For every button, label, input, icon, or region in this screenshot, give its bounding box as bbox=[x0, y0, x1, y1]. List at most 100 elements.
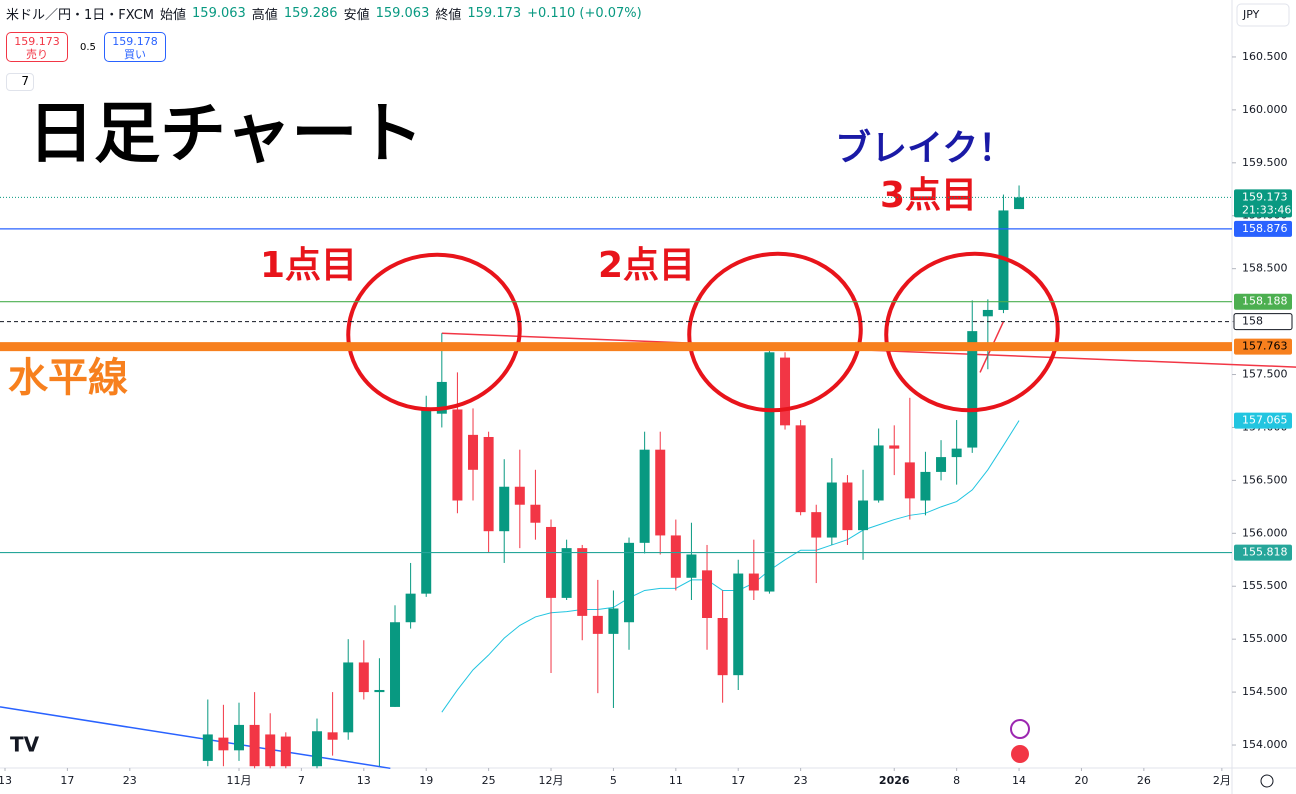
candle-body bbox=[920, 471, 931, 501]
annotation: 水平線 bbox=[8, 355, 128, 401]
x-tick-label: 2026 bbox=[879, 774, 910, 787]
candle-body bbox=[608, 608, 619, 634]
countdown: 21:33:46 bbox=[1242, 203, 1291, 216]
x-tick-label: 17 bbox=[60, 774, 74, 787]
price-label: 158.876 bbox=[1242, 222, 1288, 235]
candle-body bbox=[780, 357, 791, 426]
value: 159.173 bbox=[467, 6, 522, 21]
candle-body bbox=[592, 615, 603, 634]
x-tick-label: 11 bbox=[669, 774, 683, 787]
candle-body bbox=[312, 731, 323, 767]
candle-body bbox=[218, 737, 229, 751]
candle-body bbox=[764, 352, 775, 592]
candle-body bbox=[436, 381, 447, 414]
spread: 0.5 bbox=[80, 42, 96, 53]
candle-body bbox=[951, 448, 962, 458]
label: 安値 bbox=[343, 8, 370, 23]
price-label: 158 bbox=[1242, 315, 1263, 328]
candle-body bbox=[280, 736, 291, 767]
candle-body bbox=[234, 724, 245, 751]
value: 159.063 bbox=[192, 6, 246, 21]
y-tick-label: 154.500 bbox=[1242, 685, 1288, 698]
candle-body bbox=[421, 409, 432, 594]
x-tick-label: 5 bbox=[610, 774, 617, 787]
x-tick-label: 11月 bbox=[227, 774, 252, 787]
candle-body bbox=[795, 425, 806, 513]
circle bbox=[346, 252, 522, 412]
x-tick-label: 12月 bbox=[539, 774, 564, 787]
annotation: 2点目 bbox=[598, 245, 695, 286]
indicator-toggle[interactable]: 7 bbox=[6, 73, 34, 91]
price-label-box bbox=[1234, 412, 1292, 429]
annotation: 1点目 bbox=[260, 245, 357, 286]
candle-body bbox=[514, 486, 525, 505]
x-tick-label: 17 bbox=[731, 774, 745, 787]
candle-body bbox=[374, 689, 385, 693]
symbol: 米ドル／円・1日・FXCM bbox=[6, 8, 155, 23]
candle-body bbox=[561, 548, 572, 598]
candle-body bbox=[936, 457, 947, 472]
candle-body bbox=[889, 445, 900, 449]
candle-body bbox=[655, 449, 666, 536]
y-tick-label: 159.500 bbox=[1242, 156, 1288, 169]
candle-body bbox=[483, 436, 494, 532]
candle-body bbox=[546, 526, 557, 598]
y-tick-label: 158.500 bbox=[1242, 262, 1288, 275]
annotation: ブレイク！ bbox=[835, 127, 1014, 169]
candle-body bbox=[858, 500, 869, 531]
change: +0.110 (+0.07%) bbox=[527, 6, 642, 21]
icon[interactable] bbox=[1010, 719, 1030, 739]
candle-body bbox=[343, 662, 354, 733]
candle-body bbox=[358, 662, 369, 693]
x-tick-label: 20 bbox=[1074, 774, 1088, 787]
candle-body bbox=[686, 554, 697, 578]
y-tick-label: 156.500 bbox=[1242, 473, 1288, 486]
candle-body bbox=[624, 542, 635, 623]
price-label-box bbox=[1234, 293, 1292, 310]
icon[interactable] bbox=[1011, 745, 1029, 763]
candle-body bbox=[811, 512, 822, 538]
x-tick-label: 26 bbox=[1137, 774, 1151, 787]
x-tick-label: 25 bbox=[482, 774, 496, 787]
y-tick-label: 156.000 bbox=[1242, 526, 1288, 539]
x-tick-label: 8 bbox=[953, 774, 960, 787]
candle-body bbox=[1014, 197, 1025, 210]
label: 買い bbox=[124, 48, 146, 61]
price-label-box bbox=[1234, 189, 1292, 218]
candle-body bbox=[702, 570, 713, 618]
plot-area bbox=[0, 185, 1296, 770]
price-label: 158.188 bbox=[1242, 295, 1288, 308]
y-tick-label: 160.000 bbox=[1242, 103, 1288, 116]
price-label-box bbox=[1234, 544, 1292, 561]
currency-button[interactable] bbox=[1236, 3, 1290, 27]
x-tick-label: 23 bbox=[794, 774, 808, 787]
moving-average bbox=[441, 420, 1020, 713]
settings-icon[interactable] bbox=[1260, 774, 1274, 788]
x-tick-label: 13 bbox=[357, 774, 371, 787]
candle-body bbox=[265, 734, 276, 767]
candle-body bbox=[967, 331, 978, 448]
value: 159.063 bbox=[375, 6, 430, 21]
candle-body bbox=[499, 486, 510, 532]
candle-body bbox=[842, 482, 853, 531]
sell-button[interactable]: 159.173 売り bbox=[6, 32, 68, 62]
currency: JPY bbox=[1242, 8, 1260, 21]
candle-body bbox=[639, 449, 650, 543]
candle-body bbox=[452, 409, 463, 501]
label: 高値 bbox=[251, 8, 278, 23]
price-label-box bbox=[1233, 313, 1293, 331]
candle-body bbox=[405, 593, 416, 623]
price-label: 159.173 bbox=[1242, 190, 1288, 203]
trendline bbox=[0, 706, 391, 770]
candle-body bbox=[468, 434, 479, 470]
candle-body bbox=[670, 535, 681, 578]
x-tick-label: 14 bbox=[1012, 774, 1026, 787]
value: 159.286 bbox=[283, 6, 338, 21]
buy-button[interactable]: 159.178 買い bbox=[104, 32, 166, 62]
annotation: 3点目 bbox=[880, 175, 977, 216]
logo: TV bbox=[10, 733, 40, 757]
y-tick-label: 154.000 bbox=[1242, 738, 1288, 751]
candle-body bbox=[748, 573, 759, 591]
x-tick-label: 2月 bbox=[1213, 774, 1231, 787]
